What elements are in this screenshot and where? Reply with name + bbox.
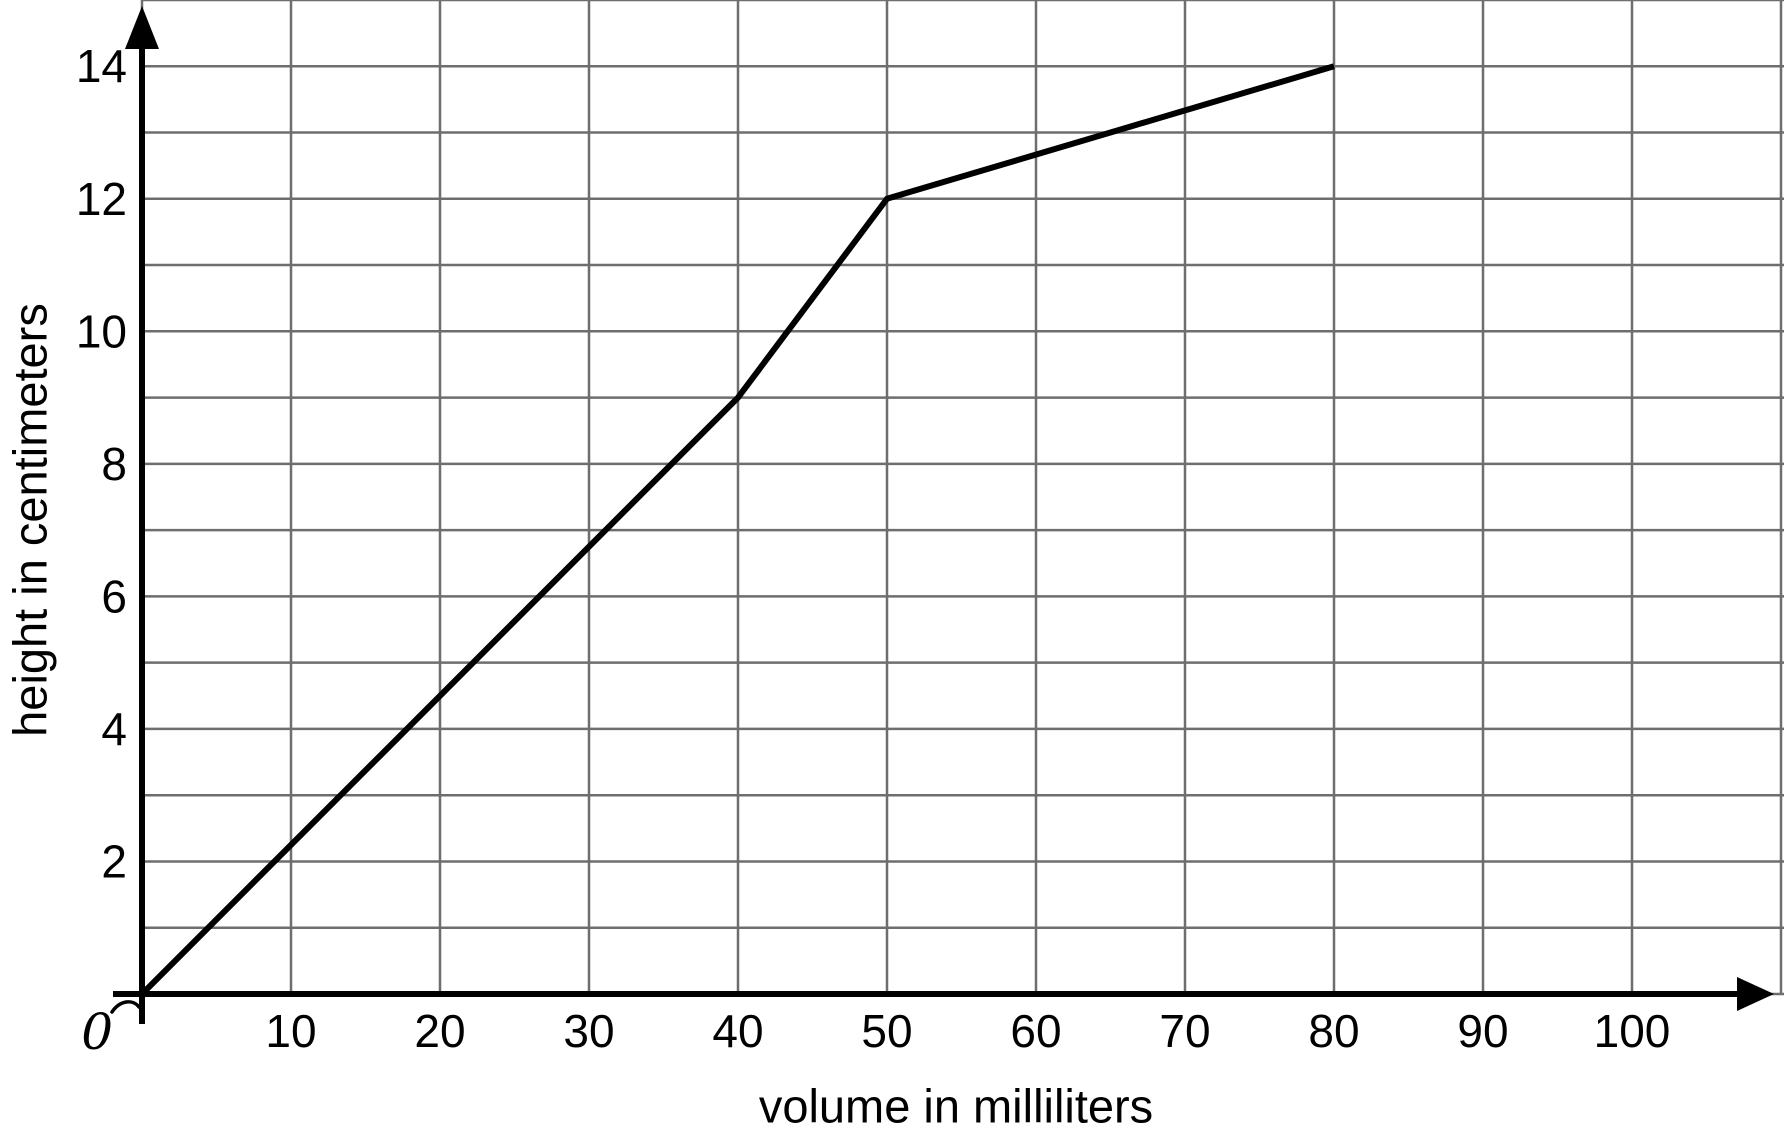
- y-tick-label: 8: [101, 438, 127, 490]
- x-axis-arrow-icon: [1737, 977, 1774, 1011]
- y-axis-title: height in centimeters: [3, 303, 57, 737]
- x-tick-label: 10: [265, 1005, 316, 1057]
- y-tick-label: 6: [101, 570, 127, 622]
- x-tick-label: 80: [1308, 1005, 1359, 1057]
- origin-label: 0: [81, 1003, 113, 1061]
- x-tick-label: 90: [1457, 1005, 1508, 1057]
- x-tick-label: 20: [414, 1005, 465, 1057]
- y-tick-label: 2: [101, 835, 127, 887]
- data-line: [139, 63, 1335, 997]
- y-axis-arrow-icon: [125, 6, 159, 49]
- x-tick-label: 100: [1594, 1005, 1671, 1057]
- x-tick-label: 50: [861, 1005, 912, 1057]
- x-tick-label: 60: [1010, 1005, 1061, 1057]
- y-tick-label: 4: [101, 703, 127, 755]
- y-tick-label: 10: [76, 305, 127, 357]
- x-tick-label: 40: [712, 1005, 763, 1057]
- x-axis-title: volume in milliliters: [758, 1079, 1154, 1133]
- x-tick-label: 70: [1159, 1005, 1210, 1057]
- origin-label-flourish: [110, 1000, 141, 1014]
- y-tick-label: 14: [76, 40, 127, 92]
- x-tick-label: 30: [563, 1005, 614, 1057]
- y-tick-label: 12: [76, 173, 127, 225]
